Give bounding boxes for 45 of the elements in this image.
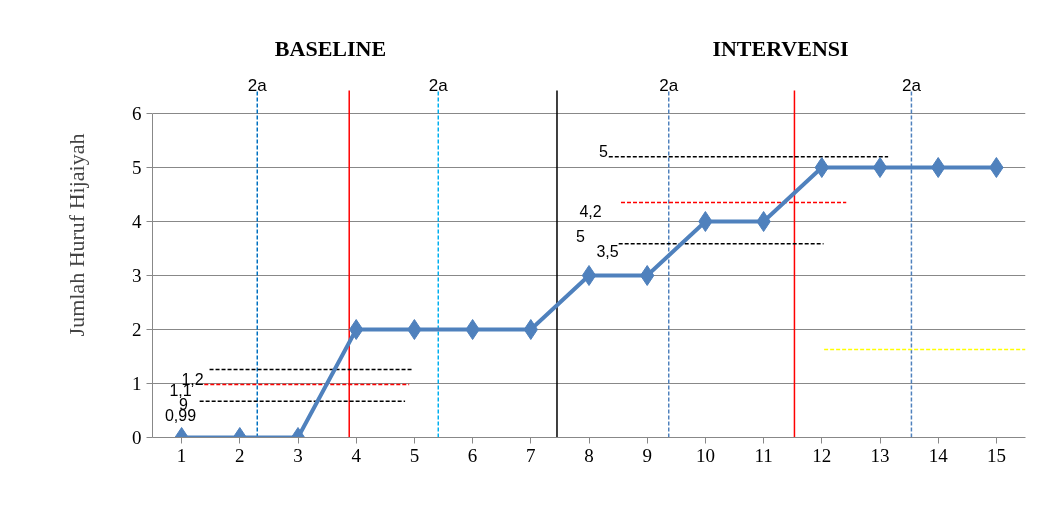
x-tick-label: 11 bbox=[754, 444, 773, 466]
point bbox=[756, 211, 771, 232]
point bbox=[581, 265, 597, 286]
x-tick-label: 7 bbox=[526, 444, 536, 466]
x-tick-label: 12 bbox=[812, 444, 832, 466]
ref-line-label: 2a bbox=[901, 75, 922, 95]
point bbox=[640, 265, 655, 286]
x-tick-label: 4 bbox=[351, 444, 362, 466]
y-tick-label: 6 bbox=[132, 103, 142, 124]
point bbox=[698, 211, 713, 232]
point bbox=[814, 157, 829, 178]
x-tick-label: 10 bbox=[695, 444, 715, 466]
point bbox=[407, 319, 422, 340]
point bbox=[931, 157, 946, 178]
x-tick-label: 9 bbox=[642, 444, 652, 466]
point bbox=[523, 319, 538, 340]
point bbox=[872, 157, 888, 178]
annotation: 4,2 bbox=[579, 202, 602, 220]
point bbox=[349, 319, 364, 340]
annotation: 3,5 bbox=[596, 242, 619, 260]
x-tick-label: 13 bbox=[870, 444, 890, 466]
x-tick-label: 6 bbox=[467, 444, 478, 466]
x-tick-label: 5 bbox=[409, 444, 420, 466]
point bbox=[989, 157, 1004, 178]
ref-line-label: 2a bbox=[428, 75, 449, 95]
x-tick-label: 2 bbox=[235, 444, 245, 466]
y-tick-label: 0 bbox=[132, 427, 142, 448]
x-tick-label: 3 bbox=[293, 444, 303, 466]
ref-line-label: 2a bbox=[659, 75, 679, 95]
y-tick-label: 5 bbox=[132, 157, 142, 178]
annotation: 5 bbox=[599, 142, 609, 160]
point bbox=[465, 319, 480, 340]
x-tick-label: 8 bbox=[584, 444, 594, 466]
x-tick-label: 14 bbox=[928, 444, 949, 466]
y-axis-title: Jumlah Huruf Hijaiyah bbox=[64, 133, 89, 337]
x-tick-label: 1 bbox=[176, 444, 187, 466]
y-tick-label: 1 bbox=[132, 373, 142, 394]
text: BASELINE bbox=[274, 36, 387, 61]
y-tick-label: 2 bbox=[132, 319, 142, 340]
annotation: 5 bbox=[576, 227, 586, 245]
y-tick-label: 3 bbox=[132, 265, 142, 286]
x-tick-label: 15 bbox=[986, 444, 1006, 466]
text: INTERVENSI bbox=[712, 36, 849, 61]
ref-line-label: 2a bbox=[247, 75, 268, 95]
y-tick-label: 4 bbox=[132, 211, 142, 232]
